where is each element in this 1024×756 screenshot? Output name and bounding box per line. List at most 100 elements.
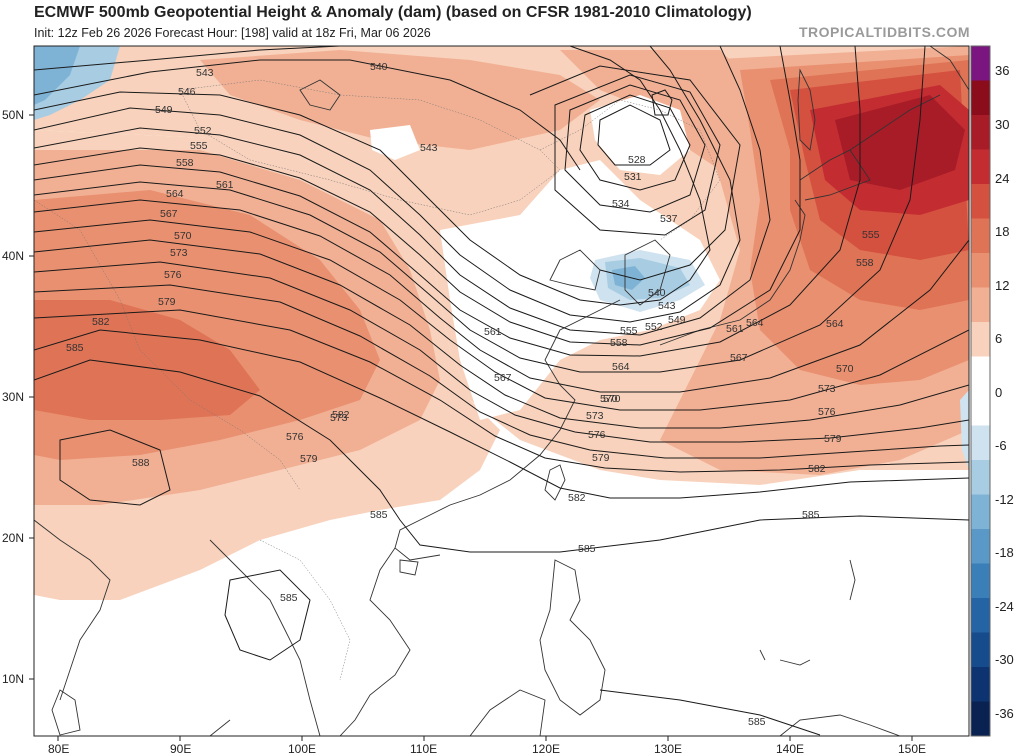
contour-label: 573 <box>330 412 348 424</box>
longitude-axis: 80E 90E 100E 110E 120E 130E 140E 150E <box>48 736 926 756</box>
colorbar-swatch <box>971 287 990 323</box>
contour-label: 588 <box>132 457 150 469</box>
contour-534 <box>564 84 706 213</box>
lat-label: 30N <box>2 390 24 404</box>
map-frame <box>33 45 970 737</box>
colorbar-label: 24 <box>995 171 1009 186</box>
lon-label: 130E <box>654 742 682 756</box>
contour-label: 540 <box>648 287 666 299</box>
contour-label: 585 <box>280 592 298 604</box>
contour-label: 573 <box>170 247 188 259</box>
contour-579 <box>34 309 969 473</box>
contour-label: 576 <box>164 269 182 281</box>
contour-552 <box>34 46 771 336</box>
contour-labels: 543 546 549 552 555 558 561 564 567 570 … <box>66 61 880 728</box>
lon-label: 110E <box>410 742 437 756</box>
contour-label: 540 <box>370 61 388 73</box>
colorbar-swatch <box>971 149 990 185</box>
contour-label: 582 <box>92 316 110 328</box>
cold-anomaly-korea-inner <box>612 266 645 290</box>
contour-label: 528 <box>628 154 646 166</box>
contour-label: 579 <box>592 452 610 464</box>
map-title: ECMWF 500mb Geopotential Height & Anomal… <box>34 4 752 21</box>
contour-543a <box>34 59 581 171</box>
contour-label: 585 <box>370 509 388 521</box>
contour-label: 558 <box>176 157 194 169</box>
colorbar <box>970 45 991 737</box>
height-contours <box>34 46 969 736</box>
coast-sumatra-edge <box>209 719 231 736</box>
latitude-axis: 50N 40N 30N 20N 10N <box>2 108 34 686</box>
neutral-zone-east-china <box>440 160 720 420</box>
contour-label: 549 <box>668 314 686 326</box>
contour-585b <box>224 569 311 661</box>
colorbar-label: 18 <box>995 224 1009 239</box>
contour-573 <box>34 261 969 443</box>
colorbar-swatch <box>971 632 990 668</box>
contour-label: 579 <box>824 433 842 445</box>
contour-540b <box>529 65 741 281</box>
contour-label: 576 <box>286 431 304 443</box>
contour-576 <box>34 284 969 459</box>
lon-label: 120E <box>532 742 560 756</box>
contour-label: 570 <box>603 393 621 405</box>
contour-525 <box>651 89 673 116</box>
coast-borneo <box>469 689 546 736</box>
cold-anomaly-east-edge <box>960 390 969 470</box>
coast-lake-baikal <box>299 79 341 111</box>
contour-label: 561 <box>216 179 234 191</box>
contour-549 <box>34 46 741 323</box>
contour-label: 537 <box>660 213 678 225</box>
contour-label: 561 <box>726 323 744 335</box>
contour-label: 573 <box>586 410 604 422</box>
brand-watermark[interactable]: TROPICALTIDBITS.COM <box>798 24 970 40</box>
contour-558 <box>34 46 861 357</box>
colorbar-label: 12 <box>995 278 1009 293</box>
coast-hainan <box>399 559 419 576</box>
colorbar-label: 6 <box>995 331 1002 346</box>
colorbar-swatch <box>971 563 990 599</box>
colorbar-label: 30 <box>995 117 1009 132</box>
contour-label: 564 <box>166 188 184 200</box>
contour-label: 543 <box>658 300 676 312</box>
contour-567 <box>34 219 969 411</box>
contour-label: 573 <box>818 383 836 395</box>
colorbar-swatch <box>971 494 990 530</box>
lat-label: 50N <box>2 108 24 122</box>
lat-label: 20N <box>2 531 24 545</box>
contour-label: 567 <box>730 352 748 364</box>
colorbar-swatch <box>971 356 990 392</box>
coast-islands-pacific <box>759 559 856 666</box>
warm-anomaly-pacific-max <box>835 95 965 190</box>
coast-indochina <box>209 539 411 736</box>
contour-label: 543 <box>196 67 214 79</box>
contour-label: 546 <box>178 86 196 98</box>
colorbar-label: -36 <box>995 706 1014 721</box>
border-manchuria <box>539 99 721 241</box>
anomaly-shading <box>34 46 969 600</box>
contour-570 <box>34 239 969 429</box>
lat-label: 40N <box>2 249 24 263</box>
contour-label: 585 <box>748 716 766 728</box>
coast-korea <box>624 239 671 306</box>
contour-label: 582 <box>808 463 826 475</box>
lon-label: 100E <box>288 742 316 756</box>
lon-label: 150E <box>898 742 926 756</box>
colorbar-label: -6 <box>995 438 1007 453</box>
colorbar-swatch <box>971 218 990 254</box>
contour-label: 582 <box>568 492 586 504</box>
colorbar-swatch <box>971 598 990 633</box>
contour-label: 576 <box>588 429 606 441</box>
contour-label: 558 <box>610 337 628 349</box>
contour-546 <box>34 46 711 306</box>
coast-bohai <box>549 249 601 291</box>
contour-label: 558 <box>856 257 874 269</box>
colorbar-labels: 36 30 24 18 12 6 0 -6 -12 -18 -24 -30 -3… <box>995 63 1014 721</box>
contour-label: 552 <box>645 321 663 333</box>
neutral-zone-north2 <box>370 125 420 160</box>
colorbar-swatch <box>971 46 990 81</box>
contour-label: 552 <box>194 125 212 137</box>
coast-china-east <box>394 299 621 561</box>
colorbar-swatch <box>971 701 990 737</box>
contour-label: 567 <box>160 208 178 220</box>
